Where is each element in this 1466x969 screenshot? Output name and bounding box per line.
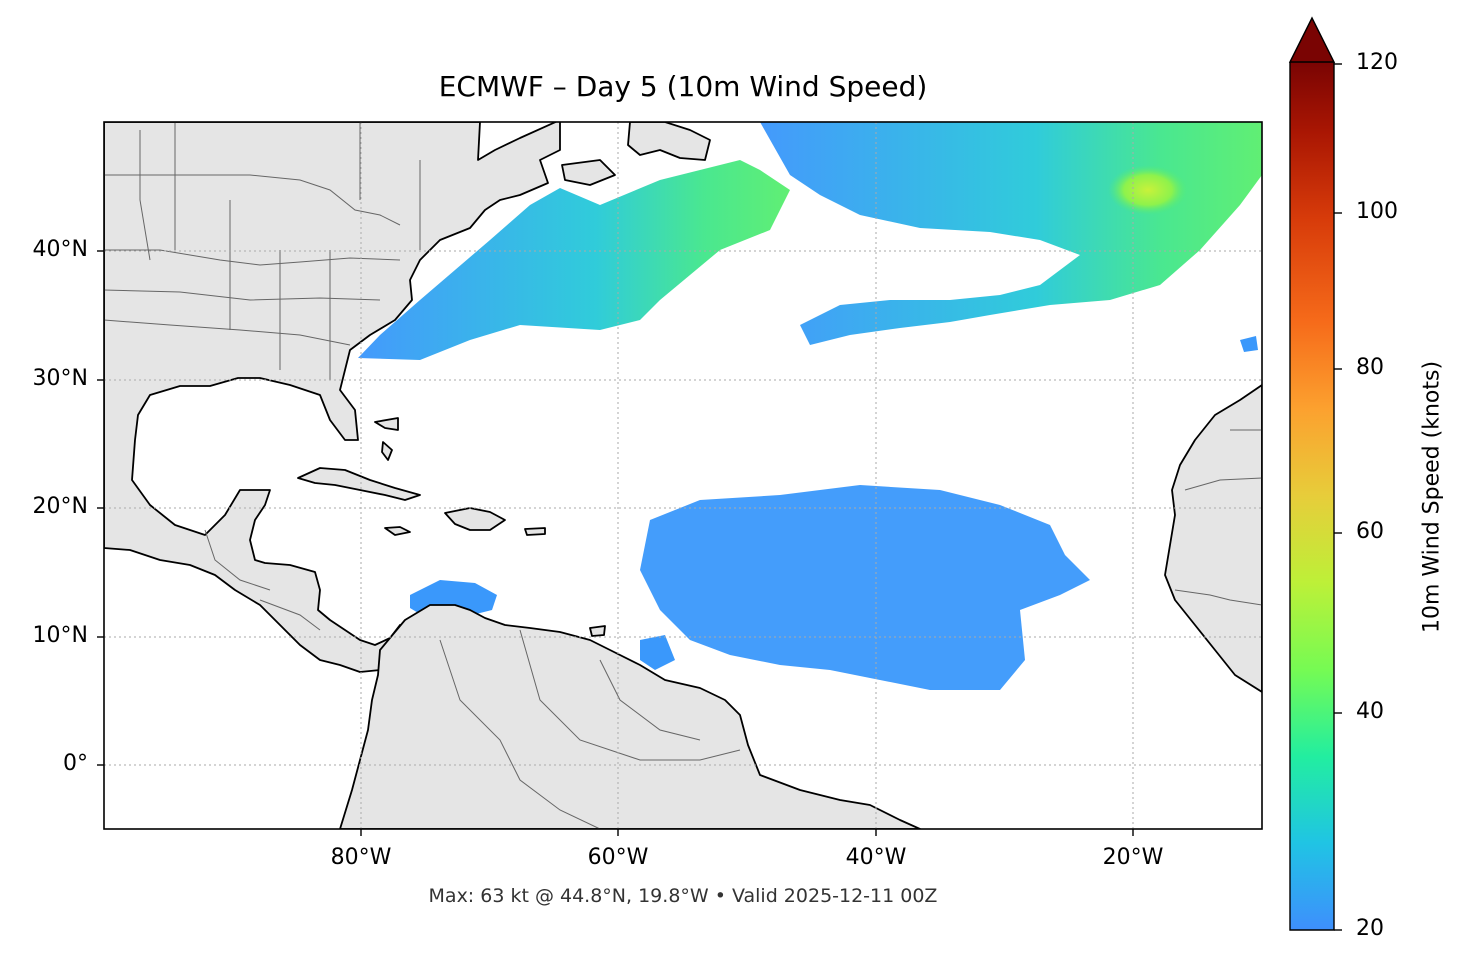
lat-tick-label: 10°N xyxy=(32,623,88,648)
map-title: ECMWF – Day 5 (10m Wind Speed) xyxy=(438,70,928,103)
colorbar-tick-marks xyxy=(1334,63,1342,931)
gridlines xyxy=(104,122,1262,829)
colorbar-tick-label: 20 xyxy=(1356,916,1384,941)
lat-tick-label: 20°N xyxy=(32,494,88,519)
lat-tick-label: 0° xyxy=(63,751,88,776)
lon-tick-label: 40°W xyxy=(845,845,907,870)
lat-tick-label: 30°N xyxy=(32,366,88,391)
south-america xyxy=(339,604,921,829)
colorbar-tick-label: 120 xyxy=(1356,50,1398,75)
colorbar xyxy=(1288,16,1342,931)
jamaica xyxy=(384,526,411,536)
wind-field xyxy=(358,122,1262,690)
colorbar-frame xyxy=(1289,62,1335,931)
africa xyxy=(1164,384,1262,693)
colorbar-gradient xyxy=(1290,62,1334,930)
wind-max-hotspot xyxy=(1108,165,1188,215)
wind-small-patch-east xyxy=(1240,336,1258,352)
puerto-rico xyxy=(524,527,546,536)
cuba xyxy=(297,467,421,501)
newfoundland xyxy=(561,159,616,186)
colorbar-extend-arrow xyxy=(1288,16,1336,63)
lon-tick-label: 80°W xyxy=(330,845,392,870)
colorbar-tick-label: 100 xyxy=(1356,199,1398,224)
colorbar-label: 10m Wind Speed (knots) xyxy=(1419,360,1445,634)
wind-jet-north-atlantic xyxy=(358,160,790,360)
map-caption: Max: 63 kt @ 44.8°N, 19.8°W • Valid 2025… xyxy=(428,885,938,907)
bahamas xyxy=(374,417,399,461)
lon-tick-label: 20°W xyxy=(1102,845,1164,870)
wind-trade-region xyxy=(640,485,1090,690)
trinidad xyxy=(589,625,606,637)
colorbar-tick-label: 60 xyxy=(1356,519,1384,544)
colorbar-tick-label: 80 xyxy=(1356,355,1384,380)
hispaniola xyxy=(444,507,506,531)
map-area xyxy=(104,122,1262,829)
wind-small-patch xyxy=(640,635,675,670)
land xyxy=(104,122,1262,829)
map-frame xyxy=(103,121,1263,830)
lon-tick-label: 60°W xyxy=(587,845,649,870)
lat-tick-label: 40°N xyxy=(32,237,88,262)
colorbar-tick-label: 40 xyxy=(1356,699,1384,724)
axis-tick-marks xyxy=(97,250,1134,836)
political-borders xyxy=(104,122,1262,829)
greenland-canada-ne xyxy=(627,122,711,161)
